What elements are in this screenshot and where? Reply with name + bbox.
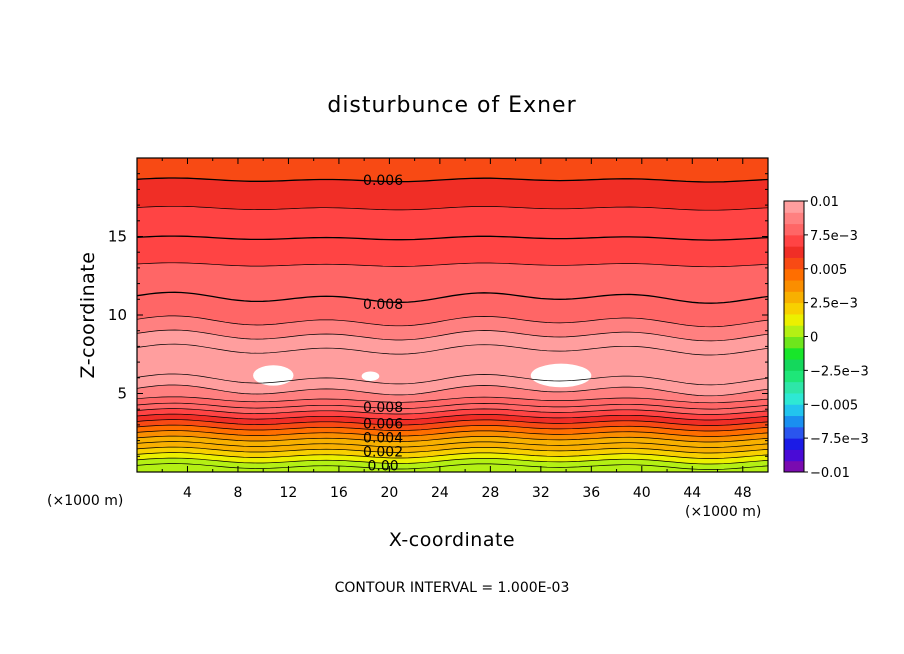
colorbar-swatch-22 bbox=[784, 212, 804, 225]
contour-line-6 bbox=[137, 435, 768, 443]
contour-line-18 bbox=[137, 315, 768, 328]
contour-lines bbox=[137, 177, 768, 470]
y-axis-label: Z-coordinate bbox=[77, 252, 99, 379]
contour-line-14 bbox=[137, 384, 768, 397]
colorbar-label-0: 0.01 bbox=[810, 195, 839, 210]
x-tick-label-11: 48 bbox=[734, 485, 752, 501]
colorbar-swatch-13 bbox=[784, 313, 804, 326]
y-tick-label-1: 10 bbox=[108, 306, 127, 324]
contour-line-19 bbox=[137, 291, 768, 304]
colorbar-swatch-7 bbox=[784, 381, 804, 394]
maximum-region-1 bbox=[361, 371, 380, 381]
x-axis-ticks: 4 8 12 16 20 24 28 32 36 40 44 48 bbox=[161, 158, 752, 501]
colorbar-swatch-2 bbox=[784, 438, 804, 450]
colorbar-swatch-19 bbox=[784, 246, 804, 258]
contour-line-22 bbox=[137, 205, 768, 211]
contour-line-9 bbox=[137, 419, 768, 426]
contour-line-21 bbox=[137, 235, 768, 241]
colorbar-label-8: −0.01 bbox=[810, 466, 850, 481]
contour-band-23 bbox=[137, 158, 768, 183]
colorbar-swatch-20 bbox=[784, 234, 804, 247]
colorbar-swatch-1 bbox=[784, 449, 804, 462]
colorbar-swatch-15 bbox=[784, 291, 804, 304]
colorbar-swatch-9 bbox=[784, 359, 804, 371]
x-tick-label-2: 12 bbox=[280, 485, 298, 501]
contour-line-16 bbox=[137, 343, 768, 356]
contour-band-22 bbox=[137, 177, 768, 211]
colorbar-label-7: −7.5e−3 bbox=[810, 432, 869, 447]
x-tick-label-1: 8 bbox=[233, 485, 242, 501]
colorbar-swatch-0 bbox=[784, 460, 804, 473]
contour-label-3: 0.006 bbox=[363, 416, 403, 432]
contour-label-2: 0.008 bbox=[363, 400, 403, 416]
x-tick-label-4: 20 bbox=[380, 485, 398, 501]
x-tick-label-8: 36 bbox=[582, 485, 600, 501]
colorbar-label-3: 2.5e−3 bbox=[810, 297, 858, 312]
contour-line-13 bbox=[137, 396, 768, 404]
contour-label-1: 0.008 bbox=[363, 297, 403, 313]
maximum-region-0 bbox=[253, 365, 294, 386]
x-tick-label-5: 24 bbox=[431, 485, 449, 501]
x-tick-label-3: 16 bbox=[330, 485, 348, 501]
contour-line-3 bbox=[137, 452, 768, 459]
x-unit-left: (×1000 m) bbox=[47, 493, 123, 509]
colorbar-swatch-14 bbox=[784, 302, 804, 315]
colorbar-swatch-12 bbox=[784, 325, 804, 337]
maximum-region-2 bbox=[530, 363, 592, 388]
colorbar: 0.01 7.5e−3 0.005 2.5e−3 0 −2.5e−3 −0.005 −7.5e… bbox=[783, 195, 869, 481]
colorbar-swatch-4 bbox=[784, 415, 804, 428]
contour-line-15 bbox=[137, 373, 768, 386]
colorbar-label-6: −0.005 bbox=[810, 398, 858, 413]
y-tick-label-0: 5 bbox=[117, 385, 127, 403]
colorbar-swatch-23 bbox=[784, 201, 804, 213]
chart-title: disturbunce of Exner bbox=[327, 93, 576, 118]
contour-line-4 bbox=[137, 446, 768, 454]
contour-interval-footer: CONTOUR INTERVAL = 1.000E-03 bbox=[335, 580, 570, 596]
contour-line-20 bbox=[137, 262, 768, 268]
colorbar-swatch-10 bbox=[784, 347, 804, 360]
colorbar-swatch-17 bbox=[784, 268, 804, 281]
colorbar-swatch-18 bbox=[784, 257, 804, 270]
colorbar-swatch-21 bbox=[784, 223, 804, 236]
colorbar-swatch-5 bbox=[784, 404, 804, 417]
contour-line-2 bbox=[137, 457, 768, 465]
y-tick-label-2: 15 bbox=[108, 228, 127, 246]
contour-band-20 bbox=[137, 235, 768, 268]
colorbar-label-2: 0.005 bbox=[810, 263, 847, 278]
colorbar-label-5: −2.5e−3 bbox=[810, 364, 869, 379]
x-tick-label-0: 4 bbox=[183, 485, 192, 501]
contour-line-11 bbox=[137, 408, 768, 415]
contour-line-1 bbox=[137, 463, 768, 470]
contour-label-5: 0.002 bbox=[363, 445, 403, 461]
contour-band-21 bbox=[137, 206, 768, 241]
x-tick-label-6: 28 bbox=[481, 485, 499, 501]
y-axis-ticks: 5 10 15 bbox=[108, 173, 768, 457]
x-tick-label-9: 40 bbox=[633, 485, 651, 501]
contour-line-17 bbox=[137, 329, 768, 342]
colorbar-label-4: 0 bbox=[810, 331, 818, 346]
contour-line-7 bbox=[137, 430, 768, 437]
colorbar-swatch-3 bbox=[784, 426, 804, 439]
contour-line-23 bbox=[137, 177, 768, 183]
contour-label-0: 0.006 bbox=[363, 173, 403, 189]
x-tick-label-7: 32 bbox=[532, 485, 550, 501]
contour-line-10 bbox=[137, 413, 768, 421]
colorbar-swatch-11 bbox=[784, 336, 804, 349]
colorbar-swatch-16 bbox=[784, 280, 804, 292]
colorbar-label-1: 7.5e−3 bbox=[810, 229, 858, 244]
x-unit-right: (×1000 m) bbox=[685, 504, 761, 520]
contour-line-8 bbox=[137, 424, 768, 432]
x-axis-label: X-coordinate bbox=[389, 529, 515, 551]
colorbar-swatch-6 bbox=[784, 392, 804, 405]
contour-fill-bands bbox=[137, 158, 768, 472]
contour-line-12 bbox=[137, 402, 768, 410]
contour-label-6: 0.00 bbox=[368, 459, 399, 475]
contour-line-5 bbox=[137, 441, 768, 448]
colorbar-swatch-8 bbox=[784, 370, 804, 383]
contour-label-4: 0.004 bbox=[363, 430, 403, 446]
x-tick-label-10: 44 bbox=[683, 485, 701, 501]
